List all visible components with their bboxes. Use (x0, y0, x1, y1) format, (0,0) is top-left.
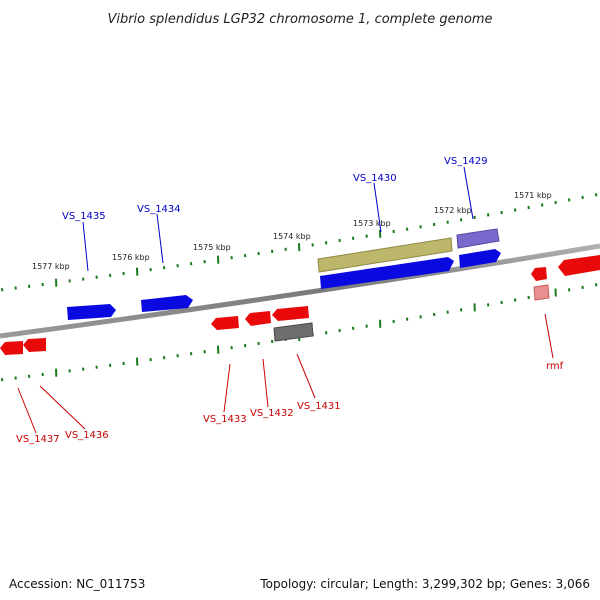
gene-label-vs-1433[interactable]: VS_1433 (203, 414, 247, 425)
leader-vs-1432 (262, 358, 269, 408)
gene-vs-1436-arrow[interactable] (23, 338, 46, 352)
gene-label-vs-1434[interactable]: VS_1434 (137, 204, 181, 215)
gene-label-rmf[interactable]: rmf (546, 361, 564, 372)
pink-feature-bar[interactable] (533, 284, 550, 301)
gene-label-vs-1436[interactable]: VS_1436 (65, 430, 109, 441)
leader-vs-1437 (17, 387, 37, 434)
gene-vs-1430-arrow[interactable] (320, 257, 454, 289)
gene-label-vs-1429[interactable]: VS_1429 (444, 156, 488, 167)
gray-feature-bar[interactable] (273, 322, 314, 342)
map-title: Vibrio splendidus LGP32 chromosome 1, co… (107, 12, 492, 27)
gene-vs-1432-arrow[interactable] (245, 311, 271, 326)
scale-label-1572: 1572 kbp (434, 206, 472, 215)
gene-vs-1434-arrow[interactable] (141, 295, 193, 312)
gene-labels: VS_1435 VS_1434 VS_1430 VS_1429 VS_1437 … (16, 156, 564, 445)
scale-label-1576: 1576 kbp (112, 253, 150, 262)
gene-label-vs-1432[interactable]: VS_1432 (250, 408, 294, 419)
scale-label-1575: 1575 kbp (193, 243, 231, 252)
leader-vs-1436 (39, 385, 86, 430)
gene-vs-1429-arrow[interactable] (459, 249, 501, 268)
leader-vs-1433 (223, 363, 231, 413)
genome-summary-text: Topology: circular; Length: 3,299,302 bp… (260, 577, 590, 591)
gene-vs-1437-arrow[interactable] (0, 341, 23, 355)
leader-vs-1431 (296, 353, 316, 399)
accession-text: Accession: NC_011753 (9, 577, 146, 591)
leader-vs-1429 (463, 166, 474, 220)
olive-feature-bar[interactable] (317, 237, 453, 273)
purple-feature-bar[interactable] (456, 228, 500, 249)
leader-vs-1435 (82, 221, 89, 272)
scale-label-1571: 1571 kbp (514, 191, 552, 200)
scale-label-1573: 1573 kbp (353, 219, 391, 228)
label-leader-lines (17, 166, 554, 434)
gene-label-vs-1435[interactable]: VS_1435 (62, 211, 106, 222)
reverse-strand-features (0, 255, 600, 355)
inner-scale-ring (1, 283, 598, 382)
gene-label-vs-1437[interactable]: VS_1437 (16, 434, 60, 445)
reverse-gene-edge-arrow[interactable] (558, 255, 600, 276)
gene-vs-1435-arrow[interactable] (67, 304, 116, 320)
scale-label-1577: 1577 kbp (32, 262, 70, 271)
forward-strand-features (67, 228, 501, 320)
leader-vs-1430 (373, 182, 382, 233)
gene-vs-1433-arrow[interactable] (211, 316, 239, 330)
gene-vs-1431-arrow[interactable] (272, 306, 309, 321)
leader-rmf (544, 313, 554, 359)
chromosome-backbone (0, 243, 600, 339)
scale-label-1574: 1574 kbp (273, 232, 311, 241)
leader-vs-1434 (156, 213, 164, 264)
gene-label-vs-1430[interactable]: VS_1430 (353, 173, 397, 184)
outer-scale-ring (1, 193, 598, 292)
gene-rmf-arrow[interactable] (531, 267, 547, 281)
scale-labels: 1577 kbp 1576 kbp 1575 kbp 1574 kbp 1573… (32, 191, 552, 271)
gene-label-vs-1431[interactable]: VS_1431 (297, 401, 341, 412)
